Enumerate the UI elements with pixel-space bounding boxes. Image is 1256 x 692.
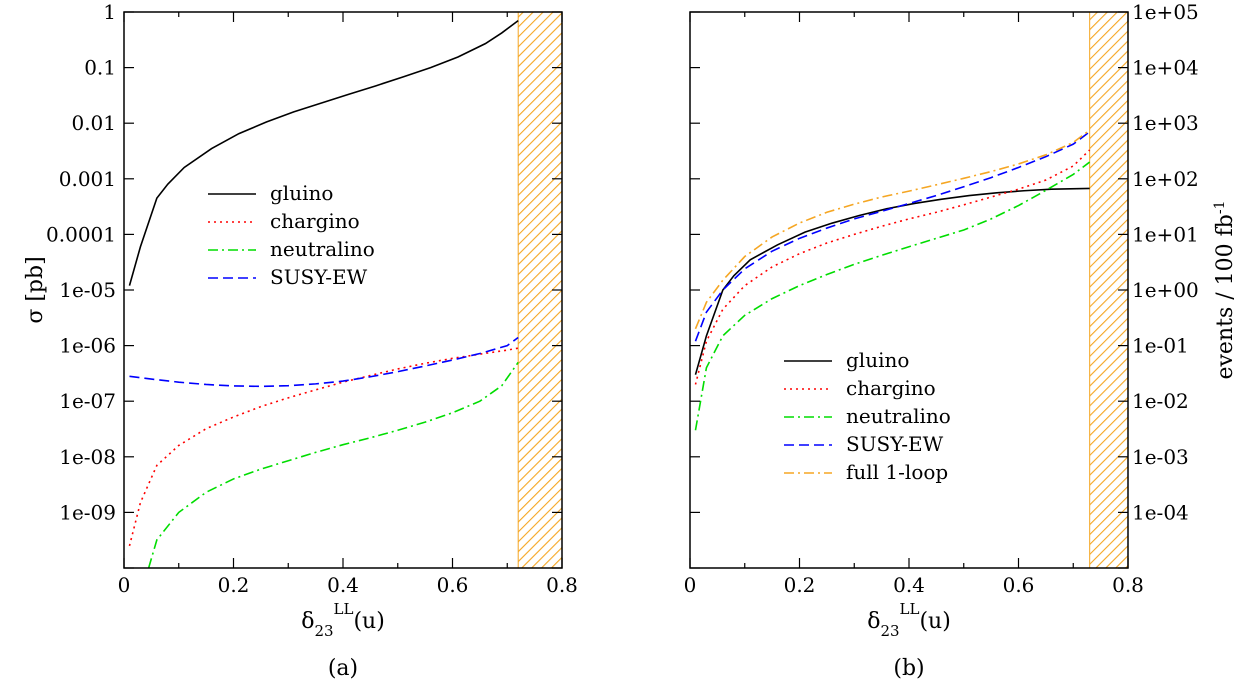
y-tick-label: 0.01	[71, 111, 116, 135]
legend-label-chargino: chargino	[846, 376, 936, 400]
x-tick-label: 0.2	[784, 573, 816, 597]
legend: gluino chargino neutralino SUSY-EW full 1-lo…	[784, 348, 951, 484]
x-tick-label: 0.8	[1112, 573, 1144, 597]
series-line-susy-ew	[129, 336, 519, 388]
y-tick-label: 1e-09	[59, 500, 116, 524]
y-tick-label: 0.001	[59, 167, 116, 191]
series-line-gluino	[694, 187, 1090, 375]
legend-label-gluino: gluino	[270, 181, 333, 205]
x-tick-label: 0.6	[1003, 573, 1035, 597]
x-tick-label: 0	[118, 573, 131, 597]
panel-label: (b)	[893, 656, 924, 681]
plot-frame	[689, 11, 1129, 569]
panel-label: (a)	[328, 656, 358, 681]
y-tick-label: 1	[103, 0, 116, 24]
x-tick-label: 0.6	[437, 573, 469, 597]
series-line-neutralino	[147, 361, 519, 568]
x-axis-title: δ23LL(u)	[301, 600, 385, 640]
y-tick-label: 1e+00	[1132, 278, 1199, 302]
series-line-susy-ew	[694, 131, 1091, 342]
y-axis-title: σ [pb]	[23, 256, 48, 323]
x-axis-title: δ23LL(u)	[867, 600, 951, 640]
series-line-neutralino	[694, 161, 1091, 431]
legend-label-gluino: gluino	[846, 348, 909, 372]
legend-label-chargino: chargino	[270, 209, 360, 233]
y-tick-label: 1e+01	[1132, 222, 1199, 246]
y-tick-label: 1e+02	[1132, 167, 1199, 191]
series-line-full-1-loop	[694, 129, 1091, 330]
y-tick-label: 0.1	[84, 56, 116, 80]
y-tick-label: 1e-06	[59, 334, 116, 358]
panel-a: 0 0.2 0.4 0.6 0.8 1 0.1 0.01 0.001 0.0001 1e-05 1e-…	[23, 0, 578, 681]
y-tick-label: 1e-04	[1132, 500, 1189, 524]
series-line-chargino	[128, 347, 519, 547]
legend-label-full-1-loop: full 1-loop	[846, 460, 948, 484]
y-tick-label: 1e-01	[1132, 334, 1189, 358]
x-tick-label: 0.8	[546, 573, 578, 597]
series-line-gluino	[128, 19, 519, 286]
legend-label-susy-ew: SUSY-EW	[270, 265, 368, 289]
series-group	[128, 19, 519, 568]
legend-label-susy-ew: SUSY-EW	[846, 432, 944, 456]
y-tick-label: 0.0001	[46, 222, 116, 246]
series-line-chargino	[694, 149, 1091, 385]
y-tick-label: 1e+04	[1132, 56, 1199, 80]
legend-label-neutralino: neutralino	[270, 237, 375, 261]
y-axis-title: events / 100 fb-1	[1212, 200, 1238, 379]
series-group	[694, 129, 1091, 431]
legend-label-neutralino: neutralino	[846, 404, 951, 428]
y-tick-label: 1e-05	[59, 278, 116, 302]
y-tick-label: 1e-07	[59, 389, 116, 413]
legend: gluino chargino neutralino SUSY-EW	[208, 181, 375, 289]
panel-b: 0 0.2 0.4 0.6 0.8 1e+05 1e+04 1e+03 1e+02 1e+01 1e…	[684, 0, 1238, 681]
y-tick-label: 1e+03	[1132, 111, 1199, 135]
y-tick-label: 1e-08	[59, 445, 116, 469]
y-tick-label: 1e+05	[1132, 0, 1199, 24]
y-tick-label: 1e-02	[1132, 389, 1189, 413]
x-tick-label: 0	[684, 573, 697, 597]
y-tick-label: 1e-03	[1132, 445, 1189, 469]
x-tick-label: 0.4	[893, 573, 925, 597]
x-tick-label: 0.2	[218, 573, 250, 597]
x-tick-label: 0.4	[327, 573, 359, 597]
